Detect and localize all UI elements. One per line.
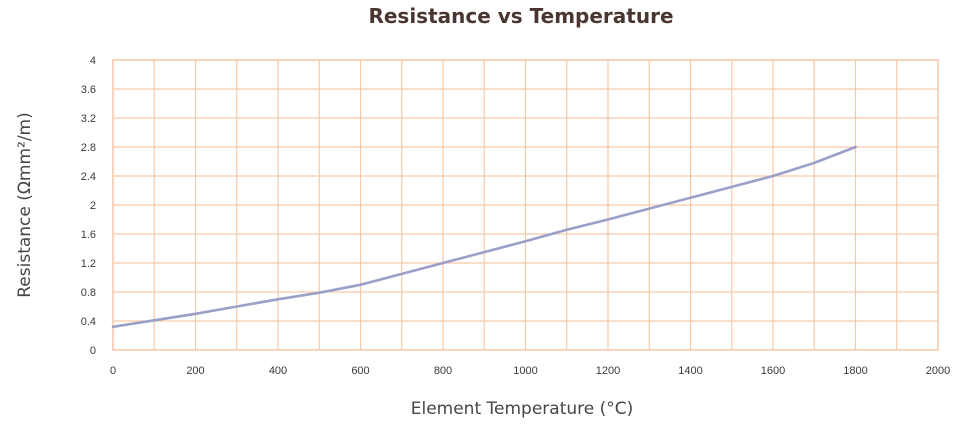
x-axis-title: Element Temperature (°C) <box>411 399 634 419</box>
y-tick-label: 0 <box>90 345 96 357</box>
x-tick-label: 1400 <box>678 365 702 377</box>
y-tick-label: 3.2 <box>81 113 96 125</box>
y-tick-label: 0.4 <box>81 316 96 328</box>
y-tick-label: 2 <box>90 200 96 212</box>
y-tick-label: 1.2 <box>81 258 96 270</box>
y-tick-label: 2.8 <box>81 142 96 154</box>
x-tick-labels: 0 200 400 600 800 1000 1200 1400 1600 1800 2000 <box>110 365 950 377</box>
x-tick-label: 1600 <box>761 365 785 377</box>
y-axis-title: Resistance (Ωmm²/m) <box>15 112 35 298</box>
x-tick-label: 1000 <box>513 365 537 377</box>
y-gridlines <box>113 88 938 322</box>
x-tick-label: 600 <box>351 365 369 377</box>
series-layer <box>111 145 857 329</box>
x-tick-label: 200 <box>186 365 204 377</box>
x-tick-label: 1200 <box>596 365 620 377</box>
y-tick-label: 3.6 <box>81 84 96 96</box>
x-tick-label: 400 <box>269 365 287 377</box>
y-tick-label: 2.4 <box>81 171 96 183</box>
y-tick-label: 1.6 <box>81 229 96 241</box>
y-tick-labels: 0 0.4 0.8 1.2 1.6 2 2.4 2.8 3.2 3.6 4 <box>81 55 96 357</box>
y-tick-label: 4 <box>90 55 96 67</box>
x-tick-label: 1800 <box>843 365 867 377</box>
chart-title: Resistance vs Temperature <box>368 4 673 28</box>
x-tick-label: 800 <box>434 365 452 377</box>
x-tick-label: 2000 <box>926 365 950 377</box>
y-tick-label: 0.8 <box>81 287 96 299</box>
series-line <box>111 145 857 329</box>
x-tick-label: 0 <box>110 365 116 377</box>
